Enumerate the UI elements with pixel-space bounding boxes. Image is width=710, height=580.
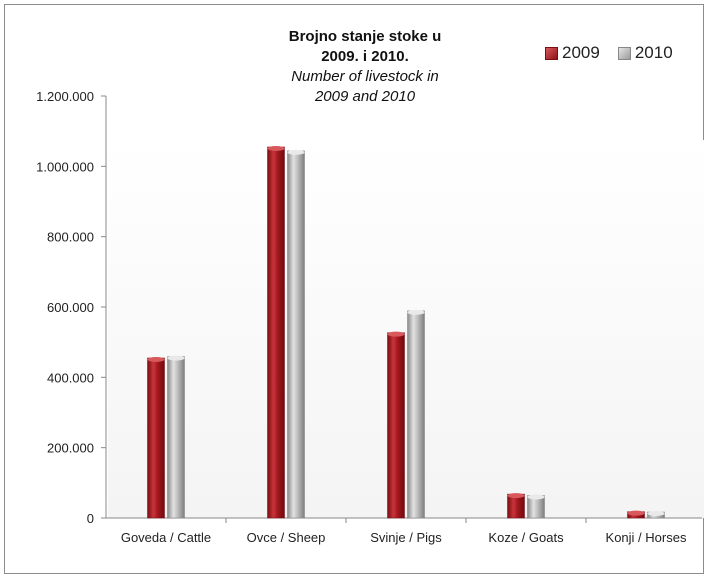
bar-2009-2: [387, 332, 405, 519]
legend-label-2010: 2010: [634, 43, 673, 62]
y-tick-label: 400.000: [47, 370, 94, 385]
bar-2010-0: [167, 356, 185, 519]
bar-cap-2009-4: [627, 510, 645, 516]
chart-legend: 2009 2010: [545, 43, 673, 63]
plot-background: [108, 140, 704, 518]
bar-2010-2: [407, 310, 425, 519]
bar-cap-2010-2: [407, 309, 425, 315]
x-tick-label: Koze / Goats: [488, 530, 564, 545]
y-tick-label: 200.000: [47, 441, 94, 456]
bar-2009-0: [147, 357, 165, 519]
legend-swatch-2010: [617, 46, 631, 60]
y-tick-label: 600.000: [47, 300, 94, 315]
y-tick-label: 0: [87, 511, 94, 526]
bar-cap-2009-0: [147, 356, 165, 362]
legend-label-2009: 2009: [562, 43, 600, 62]
bar-cap-2009-3: [507, 493, 525, 499]
bar-2010-1: [287, 150, 305, 519]
chart-title-line-2: 2009. i 2010.: [321, 48, 409, 65]
bar-cap-2009-2: [387, 331, 405, 337]
y-tick-label: 1.200.000: [36, 89, 94, 104]
chart-title-line-1: Brojno stanje stoke u: [288, 28, 442, 45]
bar-2009-1: [267, 146, 285, 519]
legend-item-2010: 2010: [617, 43, 673, 63]
x-tick-label: Konji / Horses: [606, 530, 687, 545]
y-tick-label: 800.000: [47, 230, 94, 245]
legend-item-2009: 2009: [545, 43, 600, 63]
x-tick-label: Svinje / Pigs: [370, 530, 442, 545]
chart-subtitle-line-2: 2009 and 2010: [314, 88, 416, 105]
legend-swatch-2009: [545, 46, 558, 60]
bar-cap-2010-4: [647, 511, 665, 517]
y-tick-label: 1.000.000: [36, 159, 94, 174]
bar-cap-2009-1: [267, 145, 285, 151]
bar-cap-2010-0: [167, 355, 185, 361]
bar-cap-2010-3: [527, 494, 545, 500]
chart-subtitle-line-1: Number of livestock in: [291, 68, 439, 85]
x-tick-label: Goveda / Cattle: [121, 530, 211, 545]
bar-cap-2010-1: [287, 149, 305, 155]
chart-title-block: Brojno stanje stoke u 2009. i 2010. Numb…: [235, 27, 495, 107]
x-tick-label: Ovce / Sheep: [247, 530, 326, 545]
